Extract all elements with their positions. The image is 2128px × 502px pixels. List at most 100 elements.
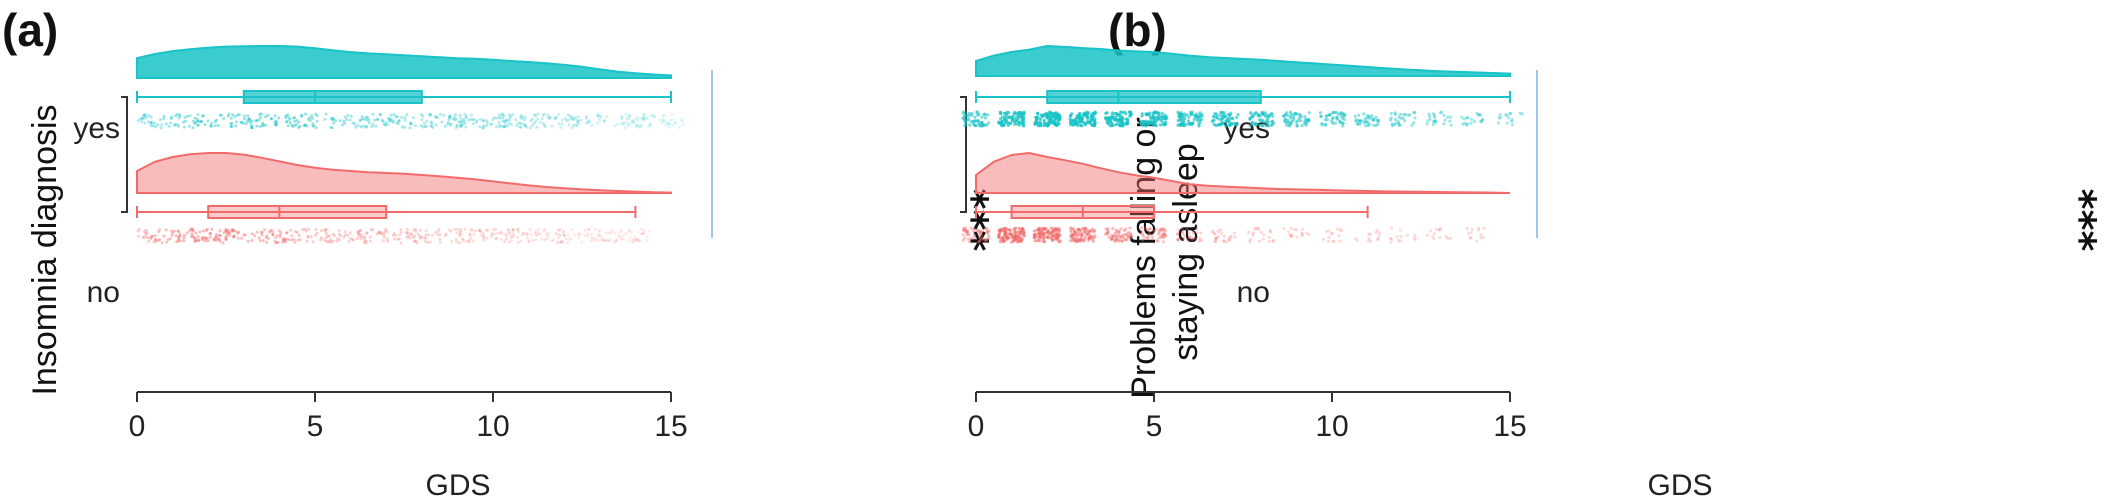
- data-point: [985, 238, 989, 242]
- data-point: [150, 234, 154, 238]
- data-point: [1159, 234, 1163, 238]
- data-point: [587, 228, 591, 232]
- data-point: [972, 229, 976, 233]
- data-point: [293, 240, 297, 244]
- data-point: [260, 233, 264, 237]
- data-point: [516, 228, 520, 231]
- data-point: [1083, 122, 1087, 126]
- data-point: [300, 113, 304, 117]
- data-point: [463, 121, 467, 125]
- data-point: [277, 229, 281, 233]
- data-point: [1376, 237, 1380, 241]
- data-point: [559, 239, 562, 243]
- data-point: [204, 236, 208, 240]
- data-point: [1022, 124, 1026, 128]
- data-point: [304, 229, 308, 233]
- data-point: [288, 238, 292, 242]
- data-point: [225, 233, 229, 237]
- data-point: [511, 228, 515, 232]
- data-point: [191, 126, 195, 130]
- data-point: [236, 231, 240, 235]
- data-point: [360, 235, 363, 239]
- data-point: [363, 117, 367, 121]
- data-point: [436, 116, 440, 120]
- data-point: [593, 237, 597, 241]
- data-point: [633, 239, 637, 243]
- data-point: [1214, 236, 1218, 240]
- data-point: [1119, 110, 1123, 114]
- data-point: [281, 238, 285, 242]
- data-point: [1412, 111, 1416, 115]
- data-point: [178, 234, 182, 238]
- data-point: [614, 239, 618, 243]
- data-point: [348, 231, 352, 235]
- data-point: [1090, 114, 1094, 118]
- data-point: [625, 117, 629, 120]
- data-point: [620, 230, 623, 233]
- data-point: [1070, 227, 1074, 231]
- data-point: [174, 234, 178, 238]
- data-point: [405, 230, 408, 234]
- data-point: [973, 115, 977, 119]
- data-point: [481, 232, 485, 236]
- data-point: [491, 232, 495, 236]
- data-point: [628, 113, 632, 117]
- data-point: [424, 125, 428, 128]
- data-point: [1006, 121, 1010, 125]
- data-point: [369, 228, 373, 231]
- y-axis-bracket: [121, 96, 128, 213]
- data-point: [504, 234, 508, 237]
- data-point: [155, 239, 159, 243]
- data-point: [403, 125, 407, 129]
- data-point: [1285, 111, 1289, 115]
- data-point: [1164, 122, 1168, 126]
- data-point: [224, 235, 228, 239]
- data-point: [1197, 115, 1201, 119]
- data-point: [1111, 226, 1115, 231]
- data-point: [1264, 120, 1268, 124]
- data-point: [621, 122, 625, 126]
- data-point: [499, 238, 503, 241]
- data-point: [162, 234, 166, 238]
- data-point: [438, 233, 442, 237]
- x-tick-label: 5: [307, 410, 324, 443]
- data-point: [1075, 122, 1079, 126]
- data-point: [984, 239, 988, 243]
- data-point: [459, 233, 462, 236]
- data-point: [1362, 112, 1366, 116]
- data-point: [1002, 233, 1007, 237]
- data-point: [1190, 110, 1194, 114]
- data-point: [546, 116, 550, 120]
- data-point: [1143, 226, 1147, 230]
- data-point: [1161, 121, 1165, 125]
- data-point: [406, 232, 410, 236]
- data-point: [1282, 227, 1286, 231]
- data-point: [617, 231, 621, 235]
- data-point: [534, 238, 538, 242]
- data-point: [978, 237, 983, 241]
- data-point: [1338, 120, 1342, 124]
- data-point: [300, 114, 304, 118]
- data-point: [1079, 123, 1083, 127]
- data-point: [1267, 239, 1271, 244]
- data-point: [1507, 116, 1511, 120]
- data-point: [230, 229, 234, 232]
- data-point: [194, 239, 198, 243]
- data-point: [1258, 118, 1263, 122]
- data-point: [631, 237, 635, 241]
- data-point: [1224, 124, 1228, 128]
- data-point: [301, 228, 304, 232]
- data-point: [550, 124, 554, 128]
- data-point: [1406, 113, 1410, 117]
- data-point: [1140, 114, 1144, 118]
- data-point: [1325, 114, 1329, 118]
- data-point: [1139, 119, 1143, 123]
- data-point: [183, 115, 187, 119]
- data-point: [626, 123, 630, 127]
- data-point: [412, 235, 416, 239]
- data-point: [482, 238, 485, 242]
- data-point: [1289, 234, 1293, 238]
- data-point: [242, 233, 246, 237]
- data-point: [1085, 229, 1089, 233]
- data-point: [963, 228, 967, 232]
